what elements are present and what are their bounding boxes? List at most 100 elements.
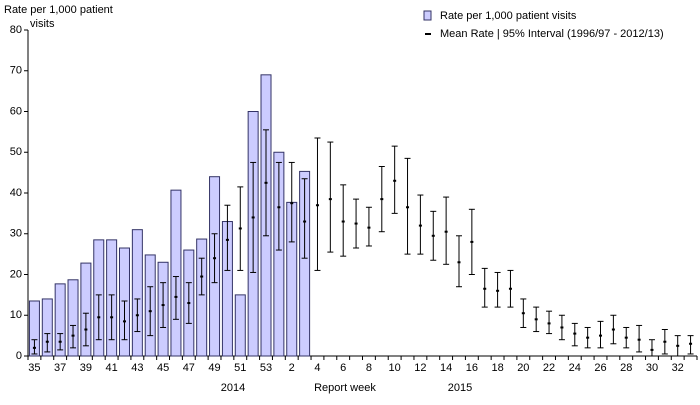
error-bar bbox=[108, 294, 115, 341]
x-tick-label: 28 bbox=[620, 362, 632, 374]
error-bar bbox=[44, 333, 51, 353]
bar bbox=[28, 300, 40, 357]
x-tick-label: 8 bbox=[366, 362, 372, 374]
error-bar bbox=[417, 194, 424, 255]
error-bar bbox=[224, 204, 231, 271]
y-tick-label: 30 bbox=[10, 228, 22, 240]
error-bar bbox=[82, 312, 89, 347]
x-tick-label: 49 bbox=[208, 362, 220, 374]
bar bbox=[234, 294, 246, 357]
error-bar bbox=[327, 141, 334, 253]
y-tick-label: 80 bbox=[10, 24, 22, 36]
x-tick-label: 22 bbox=[543, 362, 555, 374]
bar bbox=[67, 279, 79, 357]
error-bar bbox=[648, 339, 655, 357]
x-group-label: 2014 bbox=[221, 382, 245, 394]
bar bbox=[80, 262, 92, 357]
error-bar bbox=[481, 267, 488, 308]
error-bar bbox=[301, 178, 308, 259]
error-bar bbox=[147, 286, 154, 337]
x-tick-label: 45 bbox=[157, 362, 169, 374]
error-bar bbox=[198, 257, 205, 296]
bar bbox=[273, 151, 285, 357]
error-bar bbox=[211, 233, 218, 284]
error-bar bbox=[571, 322, 578, 347]
bar bbox=[170, 189, 182, 357]
x-tick-label: 47 bbox=[183, 362, 195, 374]
error-bar bbox=[57, 333, 64, 351]
error-bar bbox=[95, 294, 102, 341]
error-bar bbox=[610, 314, 617, 345]
legend-label: Mean Rate | 95% Interval (1996/97 - 2012… bbox=[440, 28, 664, 40]
x-tick-label: 35 bbox=[28, 362, 40, 374]
error-bar bbox=[288, 161, 295, 243]
error-bar bbox=[404, 157, 411, 255]
y-tick-label: 60 bbox=[10, 105, 22, 117]
y-tick-label: 40 bbox=[10, 187, 22, 199]
error-bar bbox=[468, 208, 475, 275]
x-tick-label: 10 bbox=[389, 362, 401, 374]
error-bar bbox=[237, 186, 244, 271]
x-tick-label: 20 bbox=[517, 362, 529, 374]
bar bbox=[54, 283, 66, 357]
legend-swatch bbox=[423, 10, 432, 21]
x-tick-label: 51 bbox=[234, 362, 246, 374]
error-bar bbox=[275, 161, 282, 251]
y-tick-label: 10 bbox=[10, 309, 22, 321]
x-tick-label: 26 bbox=[594, 362, 606, 374]
error-bar bbox=[507, 269, 514, 308]
bar bbox=[41, 298, 53, 357]
error-bar bbox=[597, 320, 604, 349]
error-bar bbox=[636, 324, 643, 353]
error-bar bbox=[353, 198, 360, 249]
error-bar bbox=[172, 276, 179, 320]
x-axis-title: Report week bbox=[314, 382, 376, 394]
error-bar bbox=[687, 335, 694, 355]
bar bbox=[131, 229, 143, 357]
x-tick-label: 24 bbox=[569, 362, 581, 374]
error-bar bbox=[365, 206, 372, 247]
bar bbox=[299, 170, 311, 357]
error-bar bbox=[494, 271, 501, 308]
error-bar bbox=[520, 298, 527, 328]
legend-label: Rate per 1,000 patient visits bbox=[440, 10, 577, 22]
error-bar bbox=[31, 339, 38, 355]
bar bbox=[196, 238, 208, 357]
error-bar bbox=[391, 145, 398, 214]
error-bar bbox=[661, 329, 668, 355]
error-bar bbox=[250, 161, 257, 273]
error-bar bbox=[430, 210, 437, 261]
error-bar bbox=[584, 326, 591, 349]
error-bar bbox=[160, 282, 167, 328]
error-bar bbox=[378, 166, 385, 233]
x-tick-label: 6 bbox=[340, 362, 346, 374]
error-bar bbox=[558, 314, 565, 341]
error-bar bbox=[546, 310, 553, 335]
x-group-label: 2015 bbox=[448, 382, 472, 394]
x-tick-label: 4 bbox=[314, 362, 320, 374]
error-bar bbox=[533, 306, 540, 333]
error-bar bbox=[674, 335, 681, 357]
y-tick-label: 20 bbox=[10, 268, 22, 280]
x-tick-label: 14 bbox=[440, 362, 452, 374]
y-tick-label: 70 bbox=[10, 65, 22, 77]
error-bar bbox=[70, 324, 77, 349]
error-bar bbox=[185, 282, 192, 324]
legend-swatch bbox=[425, 33, 431, 35]
x-tick-label: 37 bbox=[54, 362, 66, 374]
x-tick-label: 41 bbox=[106, 362, 118, 374]
error-bar bbox=[121, 300, 128, 341]
error-bar bbox=[623, 326, 630, 349]
x-tick-label: 2 bbox=[289, 362, 295, 374]
x-tick-label: 16 bbox=[466, 362, 478, 374]
error-bar bbox=[340, 184, 347, 257]
y-tick-label: 50 bbox=[10, 146, 22, 158]
error-bar bbox=[314, 137, 321, 271]
x-tick-label: 30 bbox=[646, 362, 658, 374]
x-tick-label: 18 bbox=[491, 362, 503, 374]
x-tick-label: 32 bbox=[672, 362, 684, 374]
x-tick-label: 12 bbox=[414, 362, 426, 374]
error-bar bbox=[443, 196, 450, 265]
